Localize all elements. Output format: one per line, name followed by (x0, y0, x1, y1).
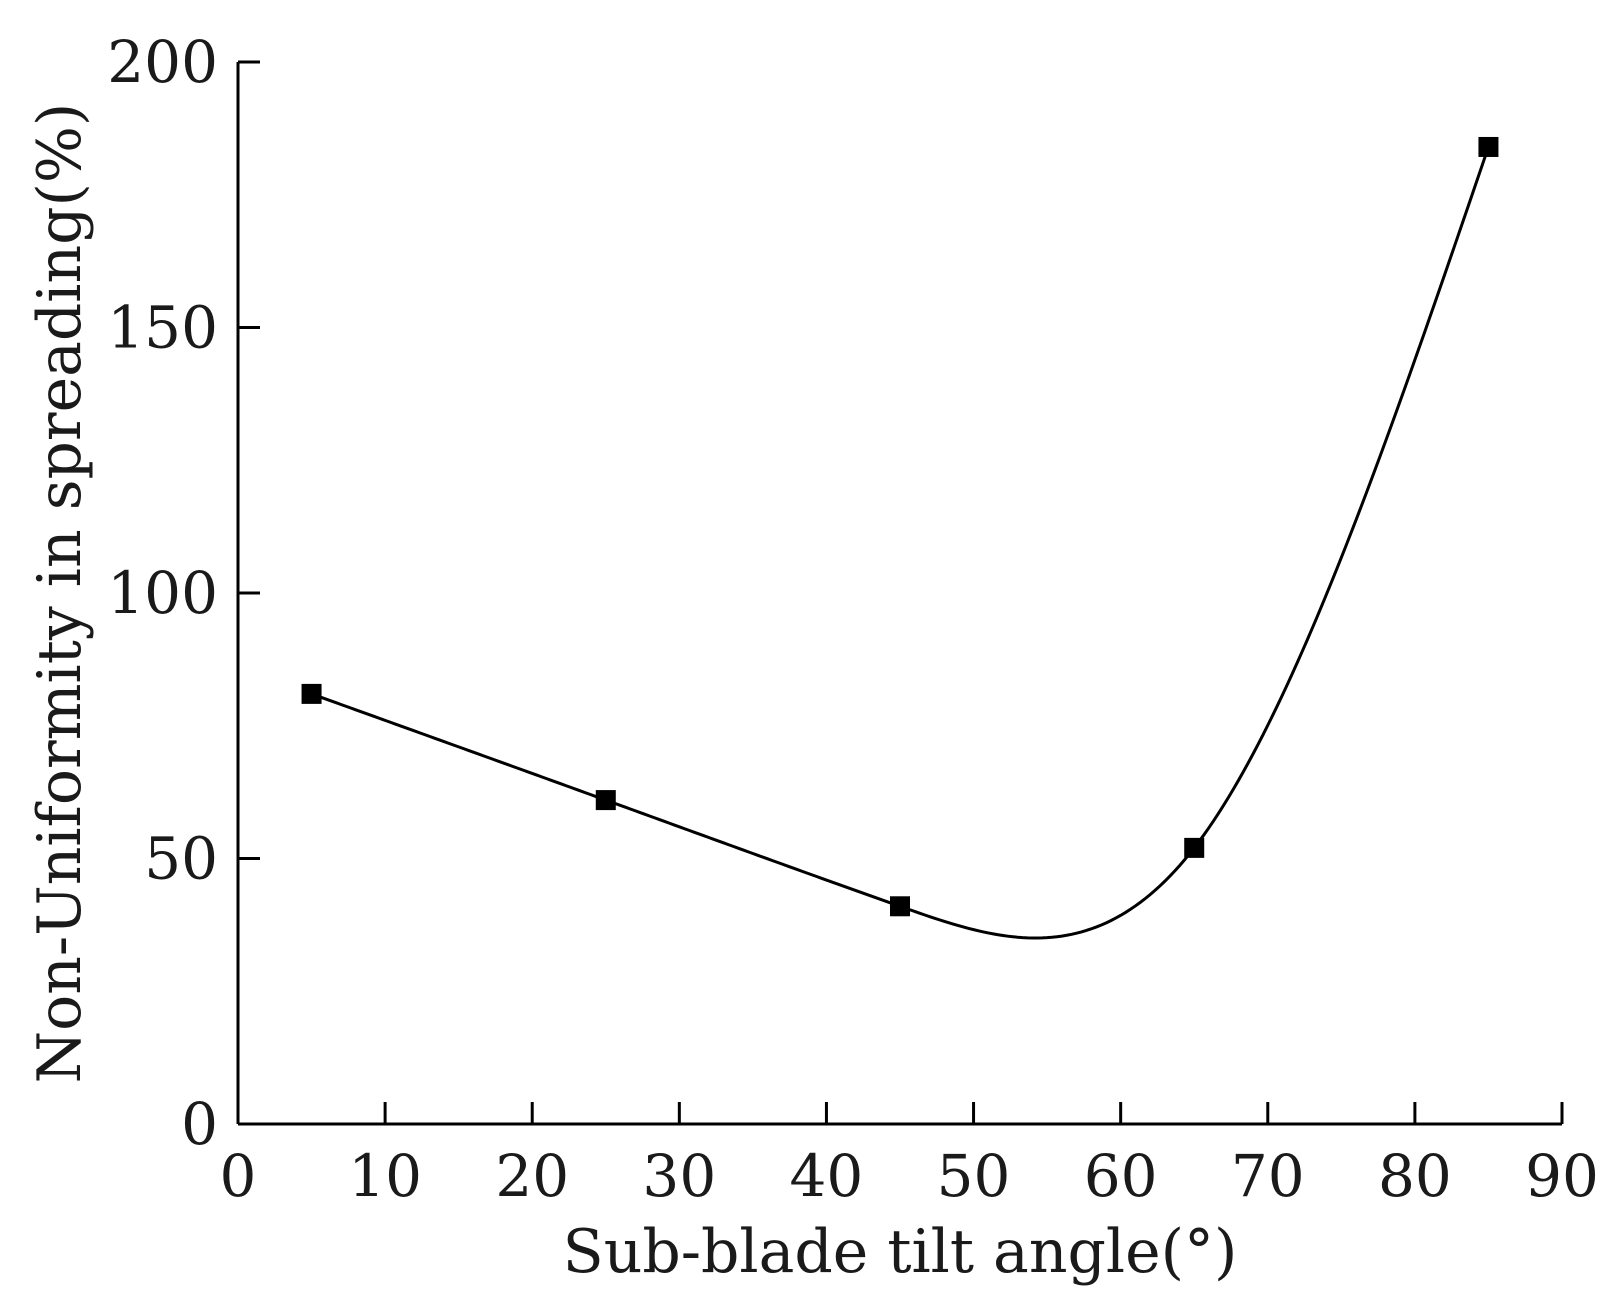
data-point-marker (1184, 837, 1205, 858)
x-tick-label: 90 (1525, 1142, 1599, 1210)
x-tick-label: 80 (1378, 1142, 1452, 1210)
ticks: 0 10 20 30 40 50 60 70 80 90 0 50 100 150 200 (107, 28, 1599, 1210)
y-tick-label: 150 (107, 294, 218, 362)
y-tick-label: 200 (107, 28, 218, 96)
series-curve-layer (311, 146, 1490, 940)
data-point-marker (1478, 136, 1499, 157)
series-marker-layer (301, 136, 1499, 917)
x-axis-title: Sub-blade tilt angle(°) (563, 1217, 1238, 1287)
x-tick-label: 10 (348, 1142, 422, 1210)
x-tick-label: 30 (642, 1142, 716, 1210)
x-tick-label: 60 (1084, 1142, 1158, 1210)
axes (236, 62, 1562, 1126)
y-tick-label: 100 (107, 559, 218, 627)
y-tick-label: 50 (144, 825, 218, 893)
data-point-marker (595, 790, 616, 811)
y-tick-label: 0 (181, 1090, 218, 1158)
x-tick-label: 40 (790, 1142, 864, 1210)
x-tick-label: 20 (495, 1142, 569, 1210)
data-point-marker (890, 896, 910, 917)
x-tick-label: 0 (220, 1142, 257, 1210)
x-tick-label: 70 (1231, 1142, 1305, 1210)
series-line (311, 146, 1490, 940)
x-tick-label: 50 (937, 1142, 1011, 1210)
y-axis-title: Non-Uniformity in spreading(%) (25, 103, 95, 1084)
data-point-marker (301, 683, 322, 704)
